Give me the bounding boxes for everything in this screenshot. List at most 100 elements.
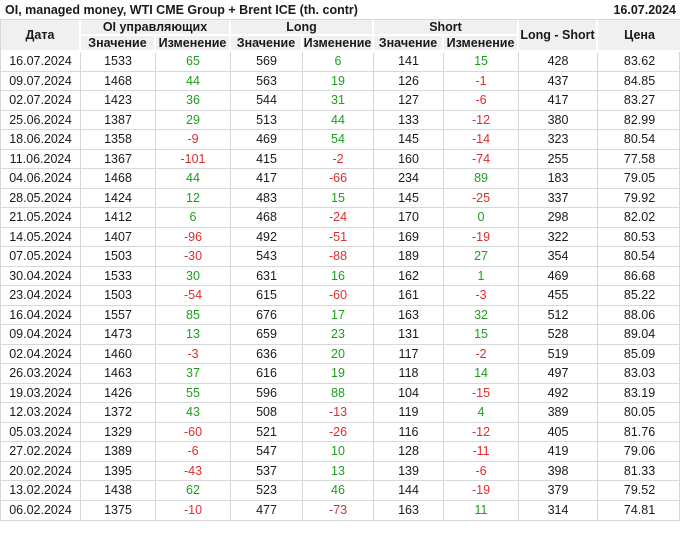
- table-row: 14.05.2024 1407 -96 492 -51 169 -19 322 80.53: [1, 227, 680, 247]
- cell-long-short: 419: [519, 442, 599, 462]
- cell-short-value: 163: [374, 500, 445, 520]
- cell-long-change: 54: [303, 130, 375, 150]
- cell-oi-value: 1557: [81, 305, 156, 325]
- cell-long-short: 255: [519, 149, 599, 169]
- cell-oi-change: -6: [156, 442, 231, 462]
- table-body: 16.07.2024 1533 65 569 6 141 15 428 83.62 09.07.2…: [1, 52, 680, 520]
- cell-long-change: 23: [303, 325, 375, 345]
- cell-long-short: 417: [519, 91, 599, 111]
- cell-short-change: 15: [444, 52, 520, 72]
- cell-oi-change: -10: [156, 500, 231, 520]
- cell-date: 14.05.2024: [1, 227, 81, 247]
- cell-short-change: -12: [444, 422, 520, 442]
- cell-long-value: 616: [231, 364, 303, 384]
- cell-date: 19.03.2024: [1, 383, 81, 403]
- cell-long-change: 19: [303, 71, 375, 91]
- cell-long-value: 477: [231, 500, 303, 520]
- cell-oi-value: 1424: [81, 188, 156, 208]
- cell-long-change: -24: [303, 208, 375, 228]
- cell-long-short: 469: [519, 266, 599, 286]
- cell-long-change: 44: [303, 110, 375, 130]
- cell-short-value: 116: [374, 422, 445, 442]
- cell-short-value: 145: [374, 130, 445, 150]
- cell-short-change: -2: [444, 344, 520, 364]
- table-row: 16.04.2024 1557 85 676 17 163 32 512 88.06: [1, 305, 680, 325]
- cell-oi-change: 6: [156, 208, 231, 228]
- table-row: 09.04.2024 1473 13 659 23 131 15 528 89.04: [1, 325, 680, 345]
- col-header-long-value: Значение: [231, 36, 303, 52]
- cell-date: 07.05.2024: [1, 247, 81, 267]
- cell-oi-change: 55: [156, 383, 231, 403]
- cell-oi-change: -9: [156, 130, 231, 150]
- cell-long-change: -2: [303, 149, 375, 169]
- cell-long-value: 547: [231, 442, 303, 462]
- table-row: 02.04.2024 1460 -3 636 20 117 -2 519 85.09: [1, 344, 680, 364]
- cell-price: 74.81: [623, 503, 656, 518]
- cell-long-short: 405: [519, 422, 599, 442]
- cell-long-change: 20: [303, 344, 375, 364]
- table-row: 06.02.2024 1375 -10 477 -73 163 11 314 74.81: [1, 500, 680, 520]
- cell-oi-change: 29: [156, 110, 231, 130]
- cell-date: 21.05.2024: [1, 208, 81, 228]
- cell-long-value: 483: [231, 188, 303, 208]
- table-row: 13.02.2024 1438 62 523 46 144 -19 379 79.52: [1, 481, 680, 501]
- cell-short-change: 89: [444, 169, 520, 189]
- cell-long-value: 508: [231, 403, 303, 423]
- cell-long-change: -66: [303, 169, 375, 189]
- cell-oi-change: 44: [156, 71, 231, 91]
- cell-short-value: 104: [374, 383, 445, 403]
- cell-short-value: 117: [374, 344, 445, 364]
- cell-long-change: -51: [303, 227, 375, 247]
- cell-price: 86.68: [598, 267, 680, 286]
- cell-oi-value: 1503: [81, 247, 156, 267]
- cell-short-change: -3: [444, 286, 520, 306]
- cell-long-value: 415: [231, 149, 303, 169]
- cell-date: 02.04.2024: [1, 344, 81, 364]
- cell-short-value: 189: [374, 247, 445, 267]
- cell-oi-change: -54: [156, 286, 231, 306]
- table-row: 30.04.2024 1533 30 631 16 162 1 469 86.68: [1, 266, 680, 286]
- cell-short-change: 14: [444, 364, 520, 384]
- cell-short-change: -14: [444, 130, 520, 150]
- cell-date: 05.03.2024: [1, 422, 81, 442]
- cell-long-short: 437: [519, 71, 599, 91]
- cell-price: 80.54: [598, 247, 680, 267]
- table-row: 27.02.2024 1389 -6 547 10 128 -11 419 79.06: [1, 442, 680, 462]
- cell-short-value: 126: [374, 71, 445, 91]
- cell-long-change: 31: [303, 91, 375, 111]
- cell-short-change: -6: [444, 461, 520, 481]
- cell-long-value: 563: [231, 71, 303, 91]
- cell-oi-change: -60: [156, 422, 231, 442]
- table-row: 18.06.2024 1358 -9 469 54 145 -14 323 80.54: [1, 130, 680, 150]
- cell-short-value: 139: [374, 461, 445, 481]
- cell-short-value: 141: [374, 52, 445, 72]
- cell-long-short: 519: [519, 344, 599, 364]
- cell-oi-value: 1395: [81, 461, 156, 481]
- cell-long-short: 497: [519, 364, 599, 384]
- cell-oi-change: 13: [156, 325, 231, 345]
- table-row: 25.06.2024 1387 29 513 44 133 -12 380 82.99: [1, 110, 680, 130]
- cell-short-value: 118: [374, 364, 445, 384]
- cell-oi-change: 62: [156, 481, 231, 501]
- cell-long-value: 523: [231, 481, 303, 501]
- cell-date: 16.07.2024: [1, 52, 81, 72]
- cell-price: 81.33: [598, 462, 680, 481]
- cell-short-change: -11: [444, 442, 520, 462]
- cell-date: 16.04.2024: [1, 305, 81, 325]
- cell-oi-change: 44: [156, 169, 231, 189]
- cell-price: 83.62: [598, 52, 680, 72]
- cell-date: 09.04.2024: [1, 325, 81, 345]
- cell-price: 80.53: [598, 228, 680, 247]
- cell-short-change: 32: [444, 305, 520, 325]
- cell-short-change: 11: [444, 500, 520, 520]
- cell-oi-value: 1329: [81, 422, 156, 442]
- cell-oi-value: 1463: [81, 364, 156, 384]
- table-row: 23.04.2024 1503 -54 615 -60 161 -3 455 85.22: [1, 286, 680, 306]
- cell-oi-value: 1423: [81, 91, 156, 111]
- cell-short-value: 169: [374, 227, 445, 247]
- table-row: 07.05.2024 1503 -30 543 -88 189 27 354 80.54: [1, 247, 680, 267]
- cell-long-change: 13: [303, 461, 375, 481]
- table-row: 21.05.2024 1412 6 468 -24 170 0 298 82.02: [1, 208, 680, 228]
- cell-oi-change: 43: [156, 403, 231, 423]
